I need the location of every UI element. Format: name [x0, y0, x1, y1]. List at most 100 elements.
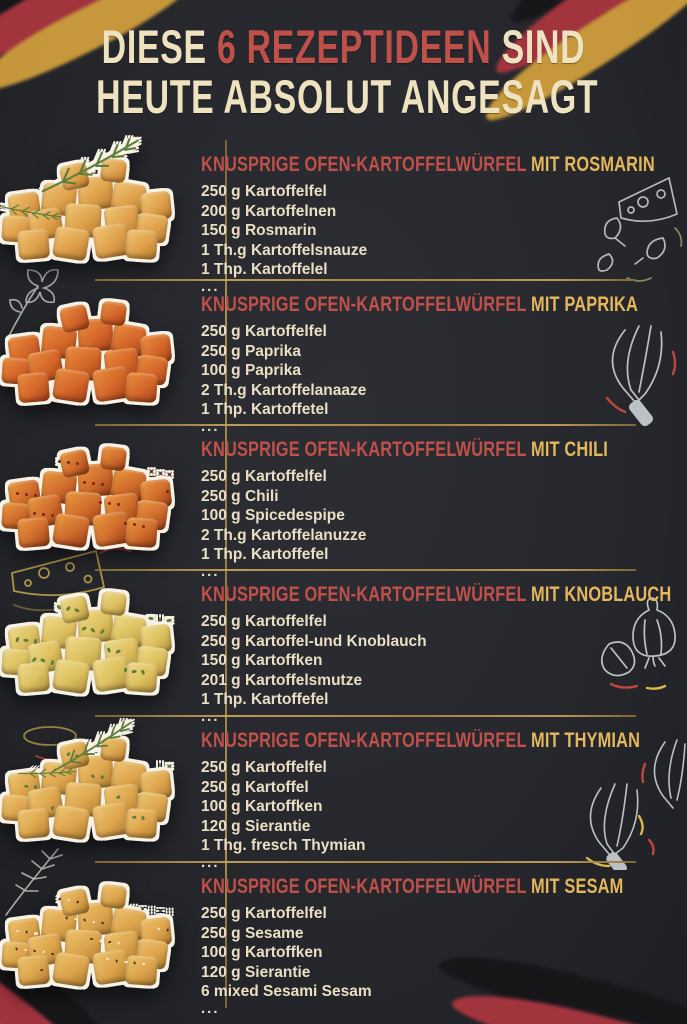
- potato-cube: [51, 367, 91, 404]
- recipe-photo-column: [0, 862, 184, 1010]
- garnish-fleck: [98, 500, 103, 505]
- page-title-line2: HEUTE ABSOLUT ANGESAGT: [96, 70, 599, 123]
- recipe-title-main: KNUSPRIGE OFEN-KARTOFFELWÜRFEL: [201, 583, 527, 606]
- garnish-fleck: [34, 639, 37, 644]
- ingredient-line: 1 Thp. Kartoffefel: [201, 546, 329, 563]
- recipe-photo-column: [0, 280, 184, 425]
- title-part1: DIESE: [101, 20, 217, 73]
- page-title-line1: DIESE 6 REZEPTIDEEN SIND: [96, 22, 591, 72]
- garnish-fleck: [34, 932, 38, 935]
- recipe-title-variant: MIT SESAM: [531, 875, 624, 898]
- recipe-section-paprika-potato-cubes: KNUSPRIGE OFEN-KARTOFFELWÜRFEL MIT PAPRI…: [0, 280, 687, 434]
- potato-cube: [99, 883, 128, 910]
- garnish-fleck: [50, 952, 55, 956]
- garnish-fleck: [158, 910, 162, 913]
- ingredient-line: 250 g Kartoffelfel: [201, 468, 327, 485]
- potato-cube: [51, 804, 91, 841]
- more-ellipsis: ...: [201, 562, 220, 580]
- garnish-fleck: [167, 910, 171, 915]
- ingredient-line: 1 Thg. fresch Thymian: [201, 837, 366, 854]
- ingredient-line: 120 g Sierantie: [201, 817, 311, 835]
- ingredient-line: 2 Th.g Kartoffelanuzze: [201, 526, 367, 544]
- recipe-text-column: KNUSPRIGE OFEN-KARTOFFELWÜRFEL MIT SESAM…: [184, 862, 687, 1016]
- recipe-title-variant: MIT CHILI: [531, 438, 608, 461]
- recipe-photo-thyme-potato-cubes: [0, 720, 184, 850]
- recipe-section-chili-potato-cubes: KNUSPRIGE OFEN-KARTOFFELWÜRFEL MIT CHILI…: [0, 425, 687, 579]
- whisk-doodle-icon-lower: [585, 739, 686, 870]
- ingredient-line: 1 Thp. Kartoffetel: [201, 401, 329, 418]
- potato-cube: [99, 590, 128, 617]
- recipe-photo-column: [0, 138, 184, 280]
- garnish-fleck: [149, 470, 153, 474]
- potato-cube: [125, 955, 159, 987]
- garnish-fleck: [124, 522, 128, 526]
- ingredient-line: 120 g Sierantie: [201, 963, 311, 981]
- recipe-title-main: KNUSPRIGE OFEN-KARTOFFELWÜRFEL: [201, 729, 527, 752]
- garnish-fleck: [34, 493, 38, 497]
- recipe-title-main: KNUSPRIGE OFEN-KARTOFFELWÜRFEL: [201, 153, 527, 176]
- garnish-fleck: [158, 471, 162, 475]
- ingredient-line: 250 g Kartoffelfel: [201, 905, 327, 922]
- potato-cube: [125, 371, 159, 403]
- ingredient-list: 250 g Kartoffelfel 250 g Sesame 100 g Kart…: [201, 904, 687, 1002]
- recipe-text-column: KNUSPRIGE OFEN-KARTOFFELWÜRFEL MIT PAPRI…: [184, 280, 687, 434]
- recipe-title: KNUSPRIGE OFEN-KARTOFFELWÜRFEL MIT CHILI: [201, 438, 608, 462]
- garnish-fleck: [124, 960, 128, 963]
- recipe-title: KNUSPRIGE OFEN-KARTOFFELWÜRFEL MIT ROSMA…: [201, 153, 655, 177]
- ingredient-line: 100 g Spicedespipe: [201, 507, 345, 524]
- ingredient-line: 1 Thp. Kartoffefel: [201, 691, 329, 708]
- ingredient-list: 250 g Kartoffelfel 250 g Chili 100 g Spice…: [201, 467, 687, 565]
- title-highlight: 6 REZEPTIDEEN: [216, 20, 492, 73]
- potato-cube: [125, 229, 159, 261]
- garnish-fleck: [166, 618, 172, 623]
- recipe-photo-garlic-herb-potato-cubes: [0, 582, 184, 704]
- garnish-fleck: [49, 805, 54, 810]
- ingredient-line: 100 g Paprika: [201, 362, 301, 379]
- recipe-section-thyme-potato-cubes: KNUSPRIGE OFEN-KARTOFFELWÜRFEL MIT THYMI…: [0, 716, 687, 870]
- more-ellipsis: ...: [201, 999, 220, 1017]
- more-ellipsis: ...: [201, 277, 220, 295]
- ingredient-line: 250 g Kartoffel: [201, 778, 309, 796]
- recipe-title: KNUSPRIGE OFEN-KARTOFFELWÜRFEL MIT PAPRI…: [201, 293, 638, 317]
- potato-cube: [51, 512, 91, 549]
- ingredient-line: 6 mixed Sesami Sesam: [201, 983, 372, 1000]
- title-part2: SIND: [491, 20, 586, 73]
- recipe-section-garlic-herb-potato-cubes: KNUSPRIGE OFEN-KARTOFFELWÜRFEL MIT KNOBL…: [0, 570, 687, 724]
- garnish-fleck: [99, 938, 103, 943]
- recipe-title-main: KNUSPRIGE OFEN-KARTOFFELWÜRFEL: [201, 875, 527, 898]
- recipe-photo-paprika-potato-cubes: [0, 292, 184, 414]
- ingredient-line: 100 g Kartoffken: [201, 798, 323, 815]
- ingredient-line: 250 g Kartoffel-und Knoblauch: [201, 632, 427, 650]
- garnish-fleck: [166, 764, 172, 768]
- ingredient-line: 150 g Kartoffken: [201, 652, 323, 669]
- ingredient-line: 250 g Sesame: [201, 924, 304, 942]
- cheese-doodle-icon-left: [11, 547, 131, 612]
- ingredient-line: 250 g Paprika: [201, 342, 301, 360]
- recipe-title-variant: MIT THYMIAN: [531, 729, 641, 752]
- potato-cube: [125, 662, 159, 694]
- potato-cube: [16, 371, 51, 403]
- ingredient-line: 1 Thp. Kartoffelel: [201, 261, 328, 278]
- recipe-title-variant: MIT KNOBLAUCH: [531, 583, 672, 606]
- garnish-fleck: [140, 907, 145, 911]
- recipe-photo-column: [0, 716, 184, 862]
- recipe-section-rosemary-potato-cubes: KNUSPRIGE OFEN-KARTOFFELWÜRFEL MIT ROSMA…: [0, 138, 687, 294]
- recipe-title-variant: MIT PAPRIKA: [531, 293, 639, 316]
- ingredient-line: 250 g Kartoffelfel: [201, 613, 327, 630]
- ingredient-line: 201 g Kartoffelsmutze: [201, 671, 363, 689]
- recipe-photo-column: [0, 570, 184, 716]
- ingredient-line: 250 g Kartoffelfel: [201, 323, 327, 340]
- ingredient-line: 1 Th.g Kartoffelsnauze: [201, 241, 368, 259]
- recipe-title: KNUSPRIGE OFEN-KARTOFFELWÜRFEL MIT SESAM: [201, 875, 623, 899]
- cheese-leaves-doodle-icon: [597, 176, 683, 282]
- ingredient-line: 250 g Chili: [201, 487, 279, 505]
- recipe-photo-column: [0, 425, 184, 570]
- potato-cube: [51, 951, 91, 988]
- garnish-fleck: [167, 472, 171, 476]
- recipe-text-column: KNUSPRIGE OFEN-KARTOFFELWÜRFEL MIT KNOBL…: [184, 570, 687, 724]
- recipe-title-variant: MIT ROSMARIN: [531, 153, 655, 176]
- poster-header: DIESE 6 REZEPTIDEEN SIND HEUTE ABSOLUT A…: [0, 22, 687, 122]
- potato-cube: [51, 658, 91, 695]
- more-ellipsis: ...: [201, 417, 220, 435]
